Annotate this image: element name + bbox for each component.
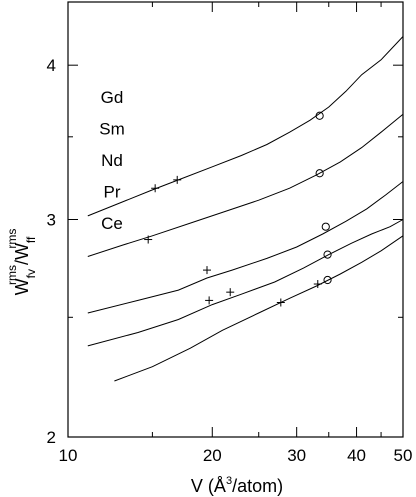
y-tick-label: 3: [47, 211, 56, 230]
plus-marker-pr: [226, 288, 235, 297]
legend-entry-gd: Gd: [101, 88, 124, 107]
legend-entry-pr: Pr: [104, 183, 121, 202]
plus-marker-nd: [203, 266, 212, 275]
series-line-ce: [114, 235, 404, 382]
x-tick-label: 30: [287, 446, 306, 465]
legend-entry-ce: Ce: [101, 214, 123, 233]
x-tick-label: 50: [394, 446, 413, 465]
plus-marker-gd: [151, 184, 160, 193]
x-tick-label: 20: [203, 446, 222, 465]
legend: Gd Sm Nd Pr Ce: [99, 88, 125, 233]
plus-marker-ce: [313, 280, 322, 289]
series-line-gd: [87, 36, 404, 217]
y-axis-label-sep: /W: [12, 243, 32, 265]
plus-marker-gd: [173, 175, 182, 184]
series-line-sm: [87, 113, 404, 257]
y-axis-label-sup2: rms: [5, 229, 19, 249]
x-axis-label-pre: V (Å: [191, 476, 226, 496]
y-tick-label: 4: [47, 56, 56, 75]
series-line-nd: [87, 181, 404, 314]
legend-entry-nd: Nd: [101, 151, 123, 170]
x-tick-label: 40: [347, 446, 366, 465]
circle-marker-sm: [315, 169, 324, 178]
y-axis-label-sub1: fv: [24, 269, 38, 278]
circle-marker-nd: [321, 222, 330, 231]
plus-marker-ce: [276, 298, 285, 307]
y-axis-label-sup1: rms: [5, 265, 19, 285]
series-group: [87, 36, 404, 382]
circle-marker-pr: [323, 250, 332, 259]
legend-entry-sm: Sm: [99, 120, 125, 139]
x-axis-label: V (Å3/atom): [191, 475, 283, 496]
x-tick-label: 10: [59, 446, 78, 465]
series-line-pr: [87, 219, 404, 347]
x-axis-label-sup: 3: [226, 475, 232, 487]
y-axis-label-main: W: [12, 278, 32, 295]
y-axis-label: Wfvrms/Wffrms: [5, 229, 38, 296]
plus-marker-pr: [205, 296, 214, 305]
axes: 10 20 30 40 50 2 3 4: [47, 1, 413, 465]
plus-marker-sm: [144, 235, 153, 244]
x-axis-label-post: /atom): [232, 476, 283, 496]
circle-marker-gd: [315, 111, 324, 120]
y-axis-label-sub2: ff: [24, 236, 38, 243]
y-tick-label: 2: [47, 428, 56, 447]
circle-marker-ce: [323, 275, 332, 285]
